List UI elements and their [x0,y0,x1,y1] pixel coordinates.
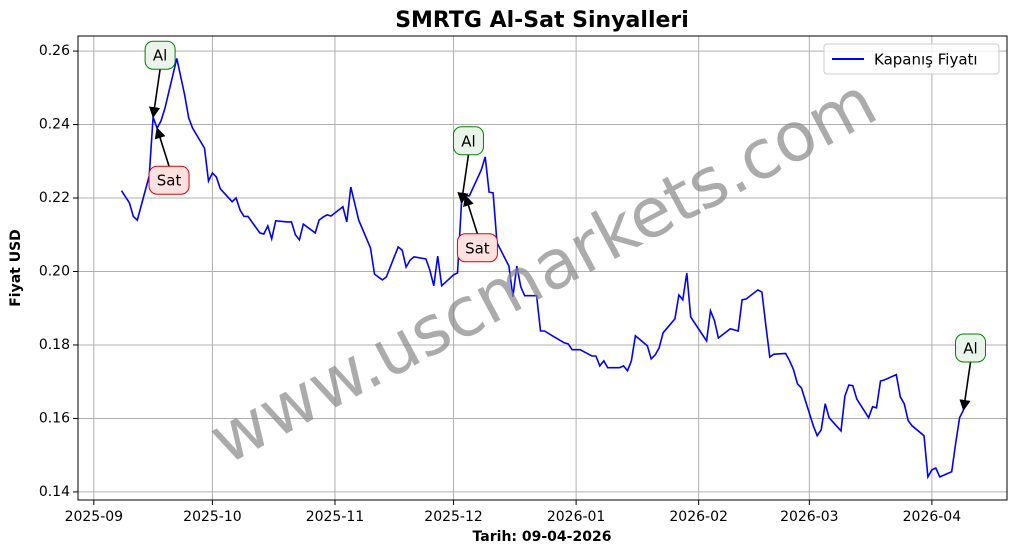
legend-box [823,43,1000,75]
y-tick-label: 0.20 [39,263,70,279]
annotation-box [456,233,498,263]
y-axis-label: Fiyat USD [8,229,24,307]
annotation-box [452,126,484,156]
x-tick-label: 2025-12 [424,509,483,525]
x-tick-label: 2026-01 [547,509,606,525]
annotation-label: Al [153,47,167,65]
price-line [120,58,965,480]
annotation-box [148,165,190,195]
y-tick-label: 0.22 [39,190,70,206]
y-tick-label: 0.16 [39,410,70,426]
x-tick-label: 2025-09 [65,509,124,525]
annotation-arrow [463,194,479,235]
x-tick-label: 2026-04 [903,509,962,525]
x-tick-label: 2025-10 [183,509,242,525]
chart-title: SMRTG Al-Sat Sinyalleri [395,8,689,33]
x-tick-label: 2025-11 [306,509,365,525]
annotation-arrow [457,154,470,204]
x-axis-label: Tarih: 09-04-2026 [473,529,612,545]
annotation-label: Sat [157,172,182,190]
annotation-box [955,333,987,363]
y-tick-label: 0.18 [39,337,70,353]
legend-label: Kapanış Fiyatı [874,51,978,69]
annotation-arrow [959,361,972,412]
annotation-label: Sat [465,239,490,257]
annotation-box [144,40,176,70]
annotation-arrow [149,69,161,119]
x-tick-label: 2026-02 [669,509,728,525]
y-tick-label: 0.14 [39,484,70,500]
annotation-label: Al [461,132,475,150]
x-tick-label: 2026-03 [780,509,839,525]
annotation-arrow [154,127,170,167]
y-tick-label: 0.24 [39,117,70,133]
annotation-label: Al [963,339,977,357]
y-tick-label: 0.26 [39,43,70,59]
plot-frame [77,35,1008,501]
